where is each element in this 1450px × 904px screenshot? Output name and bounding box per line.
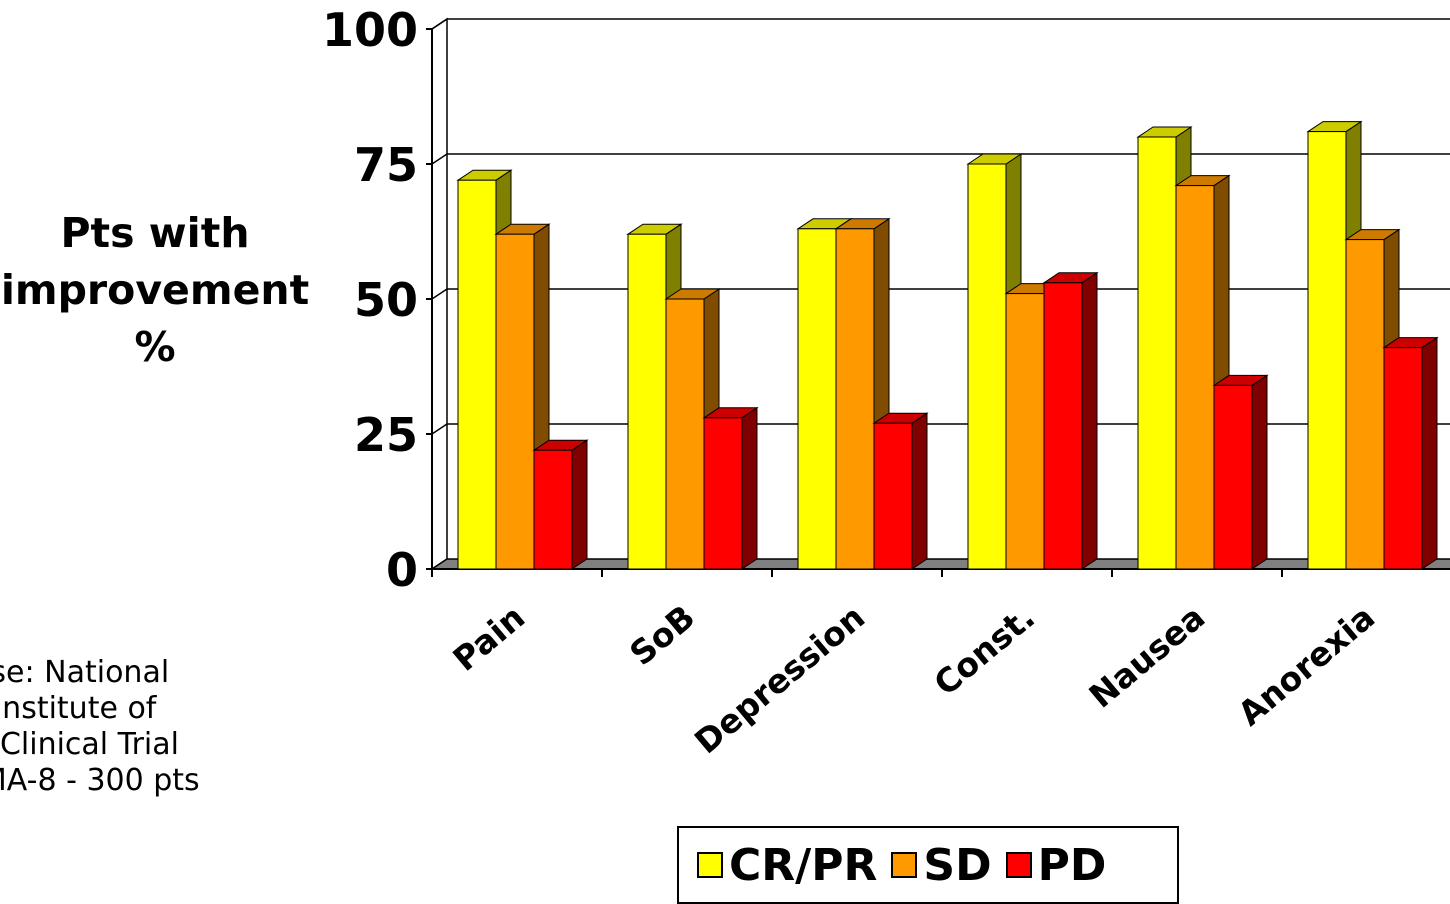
y-axis-title-line: improvement [0, 266, 310, 314]
legend-swatch-crpr [697, 852, 723, 878]
bar-cr-pr [797, 228, 837, 570]
bar-cr-pr [1307, 131, 1347, 570]
source-note-line: da Clinical Trial [0, 727, 179, 762]
bar-sd [495, 233, 535, 570]
gridline-side [431, 153, 448, 165]
bar-pd [873, 422, 913, 570]
y-axis-title-line: Pts with [60, 209, 250, 257]
y-axis-title: Pts with improvement % [0, 205, 310, 376]
legend-swatch-sd [891, 852, 918, 878]
source-note-line: er Institute of [0, 691, 157, 726]
bar-cr-pr [1137, 136, 1177, 570]
source-note-line: o MA-8 - 300 pts [0, 763, 200, 798]
bar-pd [703, 417, 743, 570]
chart-legend: CR/PR SD PD [677, 826, 1179, 904]
legend-label-crpr: CR/PR [729, 839, 878, 891]
y-axis-title-line: % [134, 323, 176, 371]
legend-swatch-pd [1005, 852, 1032, 878]
bar-side-pd [741, 406, 758, 570]
bar-pd [1043, 282, 1083, 570]
bar-cr-pr [967, 163, 1007, 570]
bar-pd [1383, 347, 1423, 570]
y-tick-label: 25 [354, 408, 418, 462]
bar-sd [1005, 293, 1045, 570]
bar-sd [1345, 239, 1385, 570]
bar-side-pd [1421, 336, 1438, 570]
x-tick-label: SoB [622, 597, 702, 673]
bar-cr-pr [627, 233, 667, 570]
bar-cr-pr [457, 179, 497, 570]
bar-pd [1213, 384, 1253, 570]
source-note-line: base: National [0, 655, 170, 690]
y-tick-label: 75 [354, 138, 418, 192]
bar-side-pd [571, 439, 588, 570]
bar-side-pd [1251, 374, 1268, 570]
legend-item-crpr: CR/PR [697, 840, 877, 891]
legend-item-sd: SD [891, 839, 992, 891]
x-tick-label: Const. [926, 597, 1042, 703]
y-tick-label: 0 [386, 543, 418, 597]
bar-sd [1175, 185, 1215, 570]
bar-side-pd [1081, 271, 1098, 570]
gridline-side [431, 18, 448, 30]
bar-pd [533, 449, 573, 570]
x-tick-label: Anorexia [1230, 597, 1382, 733]
x-tick-label: Depression [687, 597, 872, 761]
legend-label-pd: PD [1037, 839, 1107, 891]
legend-label-sd: SD [923, 839, 992, 891]
y-tick-label: 50 [354, 273, 418, 327]
bar-sd [835, 228, 875, 570]
gridline-side [431, 423, 448, 435]
bar-sd [665, 298, 705, 570]
x-tick-label: Nausea [1082, 597, 1213, 715]
bar-side-pd [911, 412, 928, 570]
source-note: base: National er Institute of da Clinic… [0, 655, 200, 799]
x-tick-label: Pain [446, 597, 533, 679]
y-tick-label: 100 [322, 3, 418, 57]
legend-item-pd: PD [1005, 839, 1107, 891]
gridline-side [431, 288, 448, 300]
